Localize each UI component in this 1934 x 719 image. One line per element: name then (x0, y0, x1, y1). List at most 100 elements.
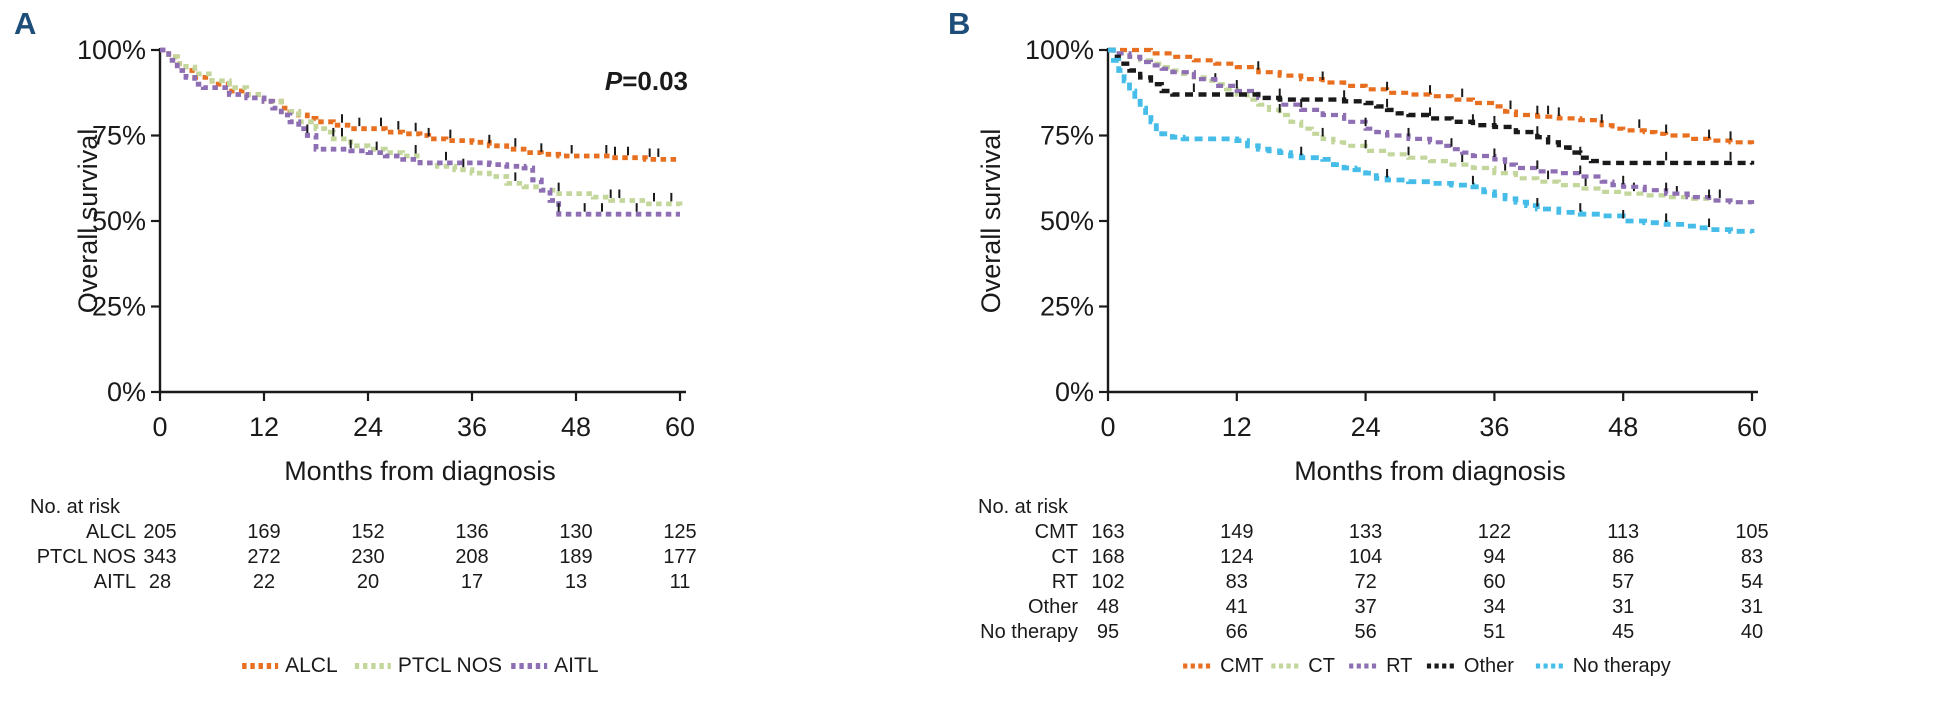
risk-count: 189 (559, 546, 592, 568)
risk-count: 60 (1483, 571, 1505, 593)
risk-count: 57 (1612, 571, 1634, 593)
risk-count: 104 (1349, 546, 1382, 568)
y-axis-title: Overall survival (73, 129, 103, 314)
risk-row-label: RT (1052, 571, 1078, 593)
risk-count: 168 (1091, 546, 1124, 568)
risk-count: 40 (1741, 621, 1763, 643)
legend-item: No therapy (1535, 655, 1671, 677)
y-tick-label: 25% (92, 292, 146, 322)
risk-count: 130 (559, 521, 592, 543)
x-tick-label: 0 (1100, 412, 1115, 442)
risk-count: 94 (1483, 546, 1505, 568)
x-tick-label: 60 (1737, 412, 1767, 442)
y-tick-label: 100% (77, 35, 146, 65)
risk-count: 66 (1226, 621, 1248, 643)
x-tick-label: 48 (1608, 412, 1638, 442)
legend-label: Other (1464, 655, 1514, 677)
risk-count: 133 (1349, 521, 1382, 543)
legend-label: RT (1386, 655, 1412, 677)
risk-row-label: ALCL (86, 521, 136, 543)
risk-count: 45 (1612, 621, 1634, 643)
risk-count: 343 (143, 546, 176, 568)
risk-count: 31 (1741, 596, 1763, 618)
risk-count: 177 (663, 546, 696, 568)
x-tick-label: 36 (457, 412, 487, 442)
risk-count: 28 (149, 571, 171, 593)
risk-count: 86 (1612, 546, 1634, 568)
risk-count: 149 (1220, 521, 1253, 543)
km-curve-rt (1108, 47, 1755, 205)
risk-table-header: No. at risk (30, 496, 121, 518)
risk-count: 20 (357, 571, 379, 593)
km-curve-alcl (160, 47, 680, 162)
y-tick-label: 0% (107, 377, 146, 407)
y-tick-label: 100% (1025, 35, 1094, 65)
risk-count: 125 (663, 521, 696, 543)
risk-count: 83 (1741, 546, 1763, 568)
risk-count: 56 (1354, 621, 1376, 643)
km-curve-ct (1108, 47, 1755, 205)
risk-table-header: No. at risk (978, 496, 1069, 518)
y-axis-title: Overall survival (976, 129, 1006, 314)
x-tick-label: 60 (665, 412, 695, 442)
risk-count: 163 (1091, 521, 1124, 543)
km-curve-ptcl-nos (160, 47, 683, 207)
risk-count: 122 (1478, 521, 1511, 543)
risk-count: 54 (1741, 571, 1763, 593)
risk-count: 230 (351, 546, 384, 568)
y-tick-label: 50% (1040, 206, 1094, 236)
risk-row-label: CT (1051, 546, 1078, 568)
km-curve-other (1108, 47, 1755, 166)
legend-label: PTCL NOS (398, 654, 502, 677)
risk-count: 34 (1483, 596, 1505, 618)
p-value: P=0.03 (605, 66, 688, 96)
km-curve-cmt (1108, 47, 1755, 145)
risk-count: 152 (351, 521, 384, 543)
risk-row-label: Other (1028, 596, 1078, 618)
risk-count: 124 (1220, 546, 1253, 568)
legend-label: ALCL (285, 654, 338, 677)
legend-item: Other (1426, 655, 1514, 677)
risk-count: 113 (1607, 521, 1639, 543)
y-tick-label: 50% (92, 206, 146, 236)
risk-count: 102 (1091, 571, 1124, 593)
x-axis-title: Months from diagnosis (1294, 456, 1566, 486)
risk-row-label: PTCL NOS (37, 546, 136, 568)
legend-label: No therapy (1573, 655, 1671, 677)
risk-count: 205 (143, 521, 176, 543)
risk-count: 95 (1097, 621, 1119, 643)
x-tick-label: 36 (1479, 412, 1509, 442)
legend-item: PTCL NOS (354, 654, 502, 677)
risk-count: 169 (247, 521, 280, 543)
y-tick-label: 25% (1040, 292, 1094, 322)
x-tick-label: 12 (1222, 412, 1252, 442)
risk-count: 208 (455, 546, 488, 568)
x-tick-label: 12 (249, 412, 279, 442)
legend-label: CT (1308, 655, 1335, 677)
risk-count: 41 (1226, 596, 1248, 618)
km-curve-no-therapy (1108, 47, 1755, 234)
risk-row-label: No therapy (980, 621, 1078, 643)
x-tick-label: 24 (353, 412, 383, 442)
risk-count: 272 (247, 546, 280, 568)
y-tick-label: 75% (92, 121, 146, 151)
risk-count: 22 (253, 571, 275, 593)
x-tick-label: 24 (1351, 412, 1381, 442)
risk-count: 72 (1354, 571, 1376, 593)
y-tick-label: 0% (1055, 377, 1094, 407)
legend-item: AITL (511, 654, 599, 677)
risk-count: 136 (455, 521, 488, 543)
x-tick-label: 48 (561, 412, 591, 442)
x-tick-label: 0 (152, 412, 167, 442)
risk-count: 37 (1354, 596, 1376, 618)
x-axis-title: Months from diagnosis (284, 456, 556, 486)
risk-count: 31 (1612, 596, 1634, 618)
risk-row-label: AITL (94, 571, 136, 593)
legend-label: AITL (554, 654, 598, 677)
panel-label-a: A (14, 6, 37, 41)
legend-item: ALCL (242, 654, 338, 677)
risk-count: 17 (461, 571, 483, 593)
risk-count: 105 (1735, 521, 1768, 543)
